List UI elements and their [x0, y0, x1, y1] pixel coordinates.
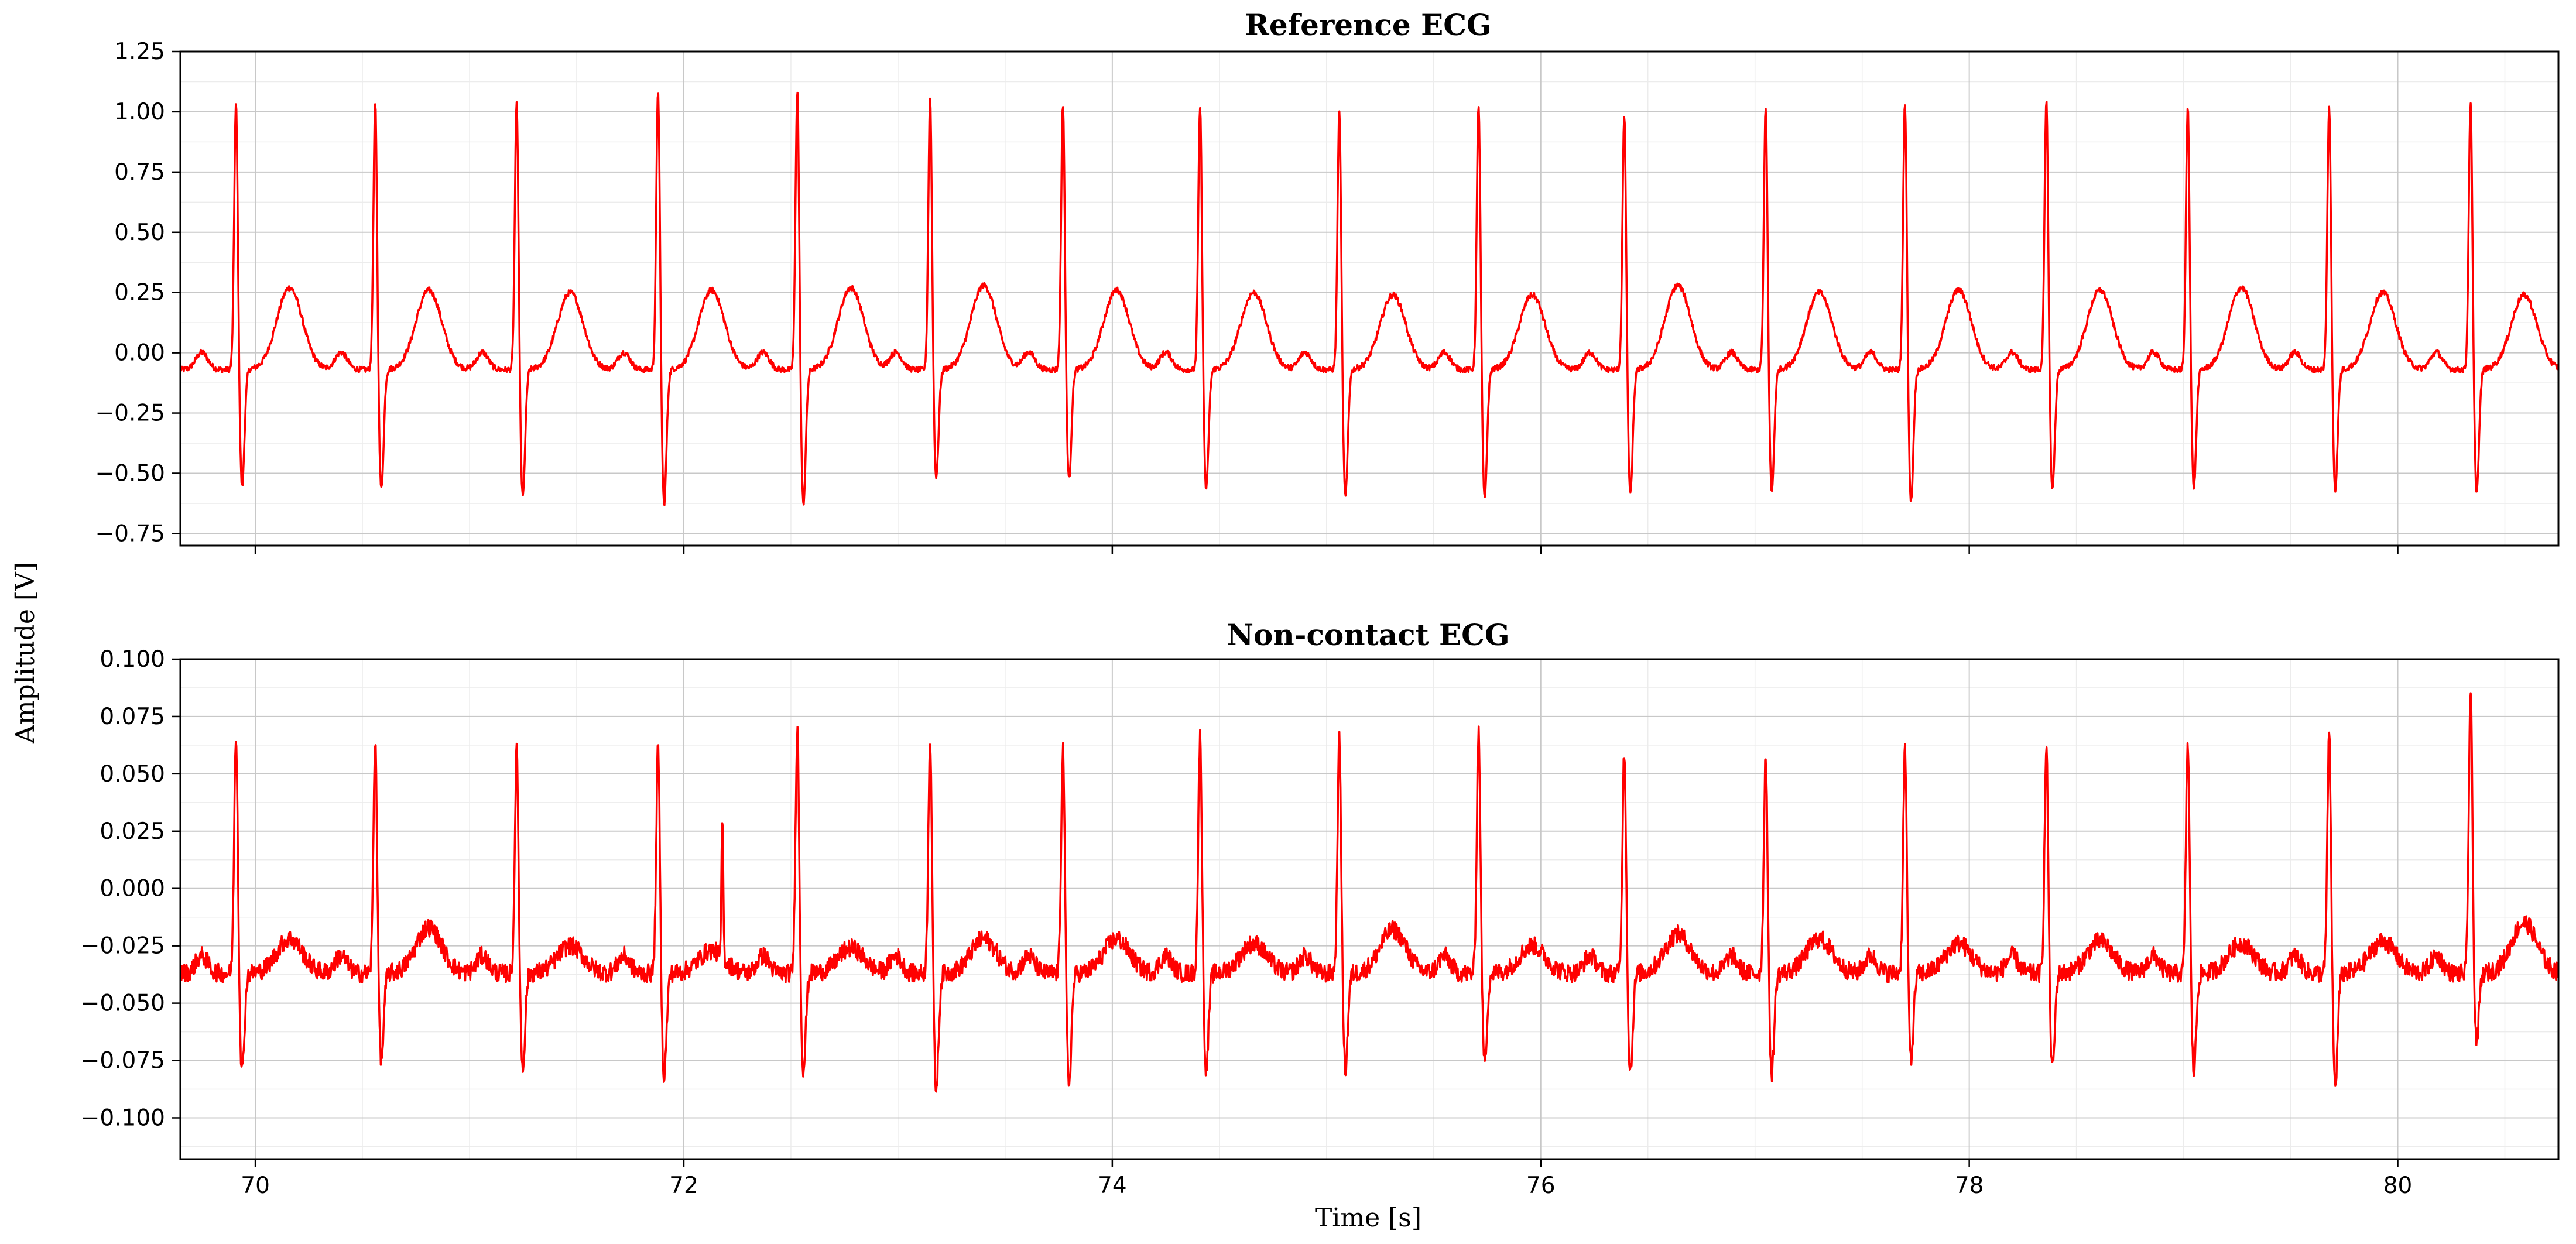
y-tick-label: 1.00	[114, 99, 165, 125]
y-tick-label: −0.050	[81, 991, 165, 1017]
grid	[180, 51, 2558, 546]
y-tick-label: 0.050	[100, 761, 165, 787]
y-tick-label: 1.25	[114, 39, 165, 65]
x-tick-label: 78	[1955, 1173, 1984, 1199]
plot-frame	[179, 50, 2560, 547]
shared-y-axis-label: Amplitude [V]	[11, 562, 40, 744]
x-tick-label: 72	[669, 1173, 698, 1199]
x-tick-label: 80	[2383, 1173, 2413, 1199]
ecg-trace	[180, 692, 2558, 1093]
y-tick-label: 0.75	[114, 159, 165, 186]
grid	[180, 659, 2558, 1159]
non-contact-ecg-panel: Non-contact ECG 70 72 74 76 78 80 −0.100 −0.075…	[81, 618, 2560, 1199]
x-tick-label: 70	[241, 1173, 270, 1199]
y-tick-label: −0.100	[81, 1105, 165, 1131]
y-tick-label: −0.075	[81, 1048, 165, 1074]
y-tick-label: −0.025	[81, 933, 165, 959]
y-tick-label: 0.075	[100, 704, 165, 730]
y-tick-label: 0.025	[100, 818, 165, 845]
y-tick-label: 0.50	[114, 220, 165, 246]
reference-ecg-title: Reference ECG	[1245, 8, 1491, 42]
x-tick-label: 76	[1526, 1173, 1556, 1199]
y-tick-label: −0.75	[95, 520, 165, 547]
plot-frame	[179, 658, 2560, 1160]
x-tick-label: 74	[1098, 1173, 1127, 1199]
x-axis-label: Time [s]	[1315, 1203, 1421, 1233]
y-tick-label: 0.000	[100, 876, 165, 902]
ecg-trace	[180, 91, 2558, 506]
y-tick-label: 0.100	[100, 646, 165, 673]
non-contact-ecg-title: Non-contact ECG	[1227, 618, 1509, 652]
y-tick-label: 0.25	[114, 280, 165, 306]
reference-ecg-panel: Reference ECG −0.75 −0.50 −0.25 0.00 0.25 0.5…	[95, 8, 2560, 554]
y-tick-label: −0.50	[95, 460, 165, 486]
y-tick-label: 0.00	[114, 340, 165, 366]
y-tick-label: −0.25	[95, 400, 165, 427]
